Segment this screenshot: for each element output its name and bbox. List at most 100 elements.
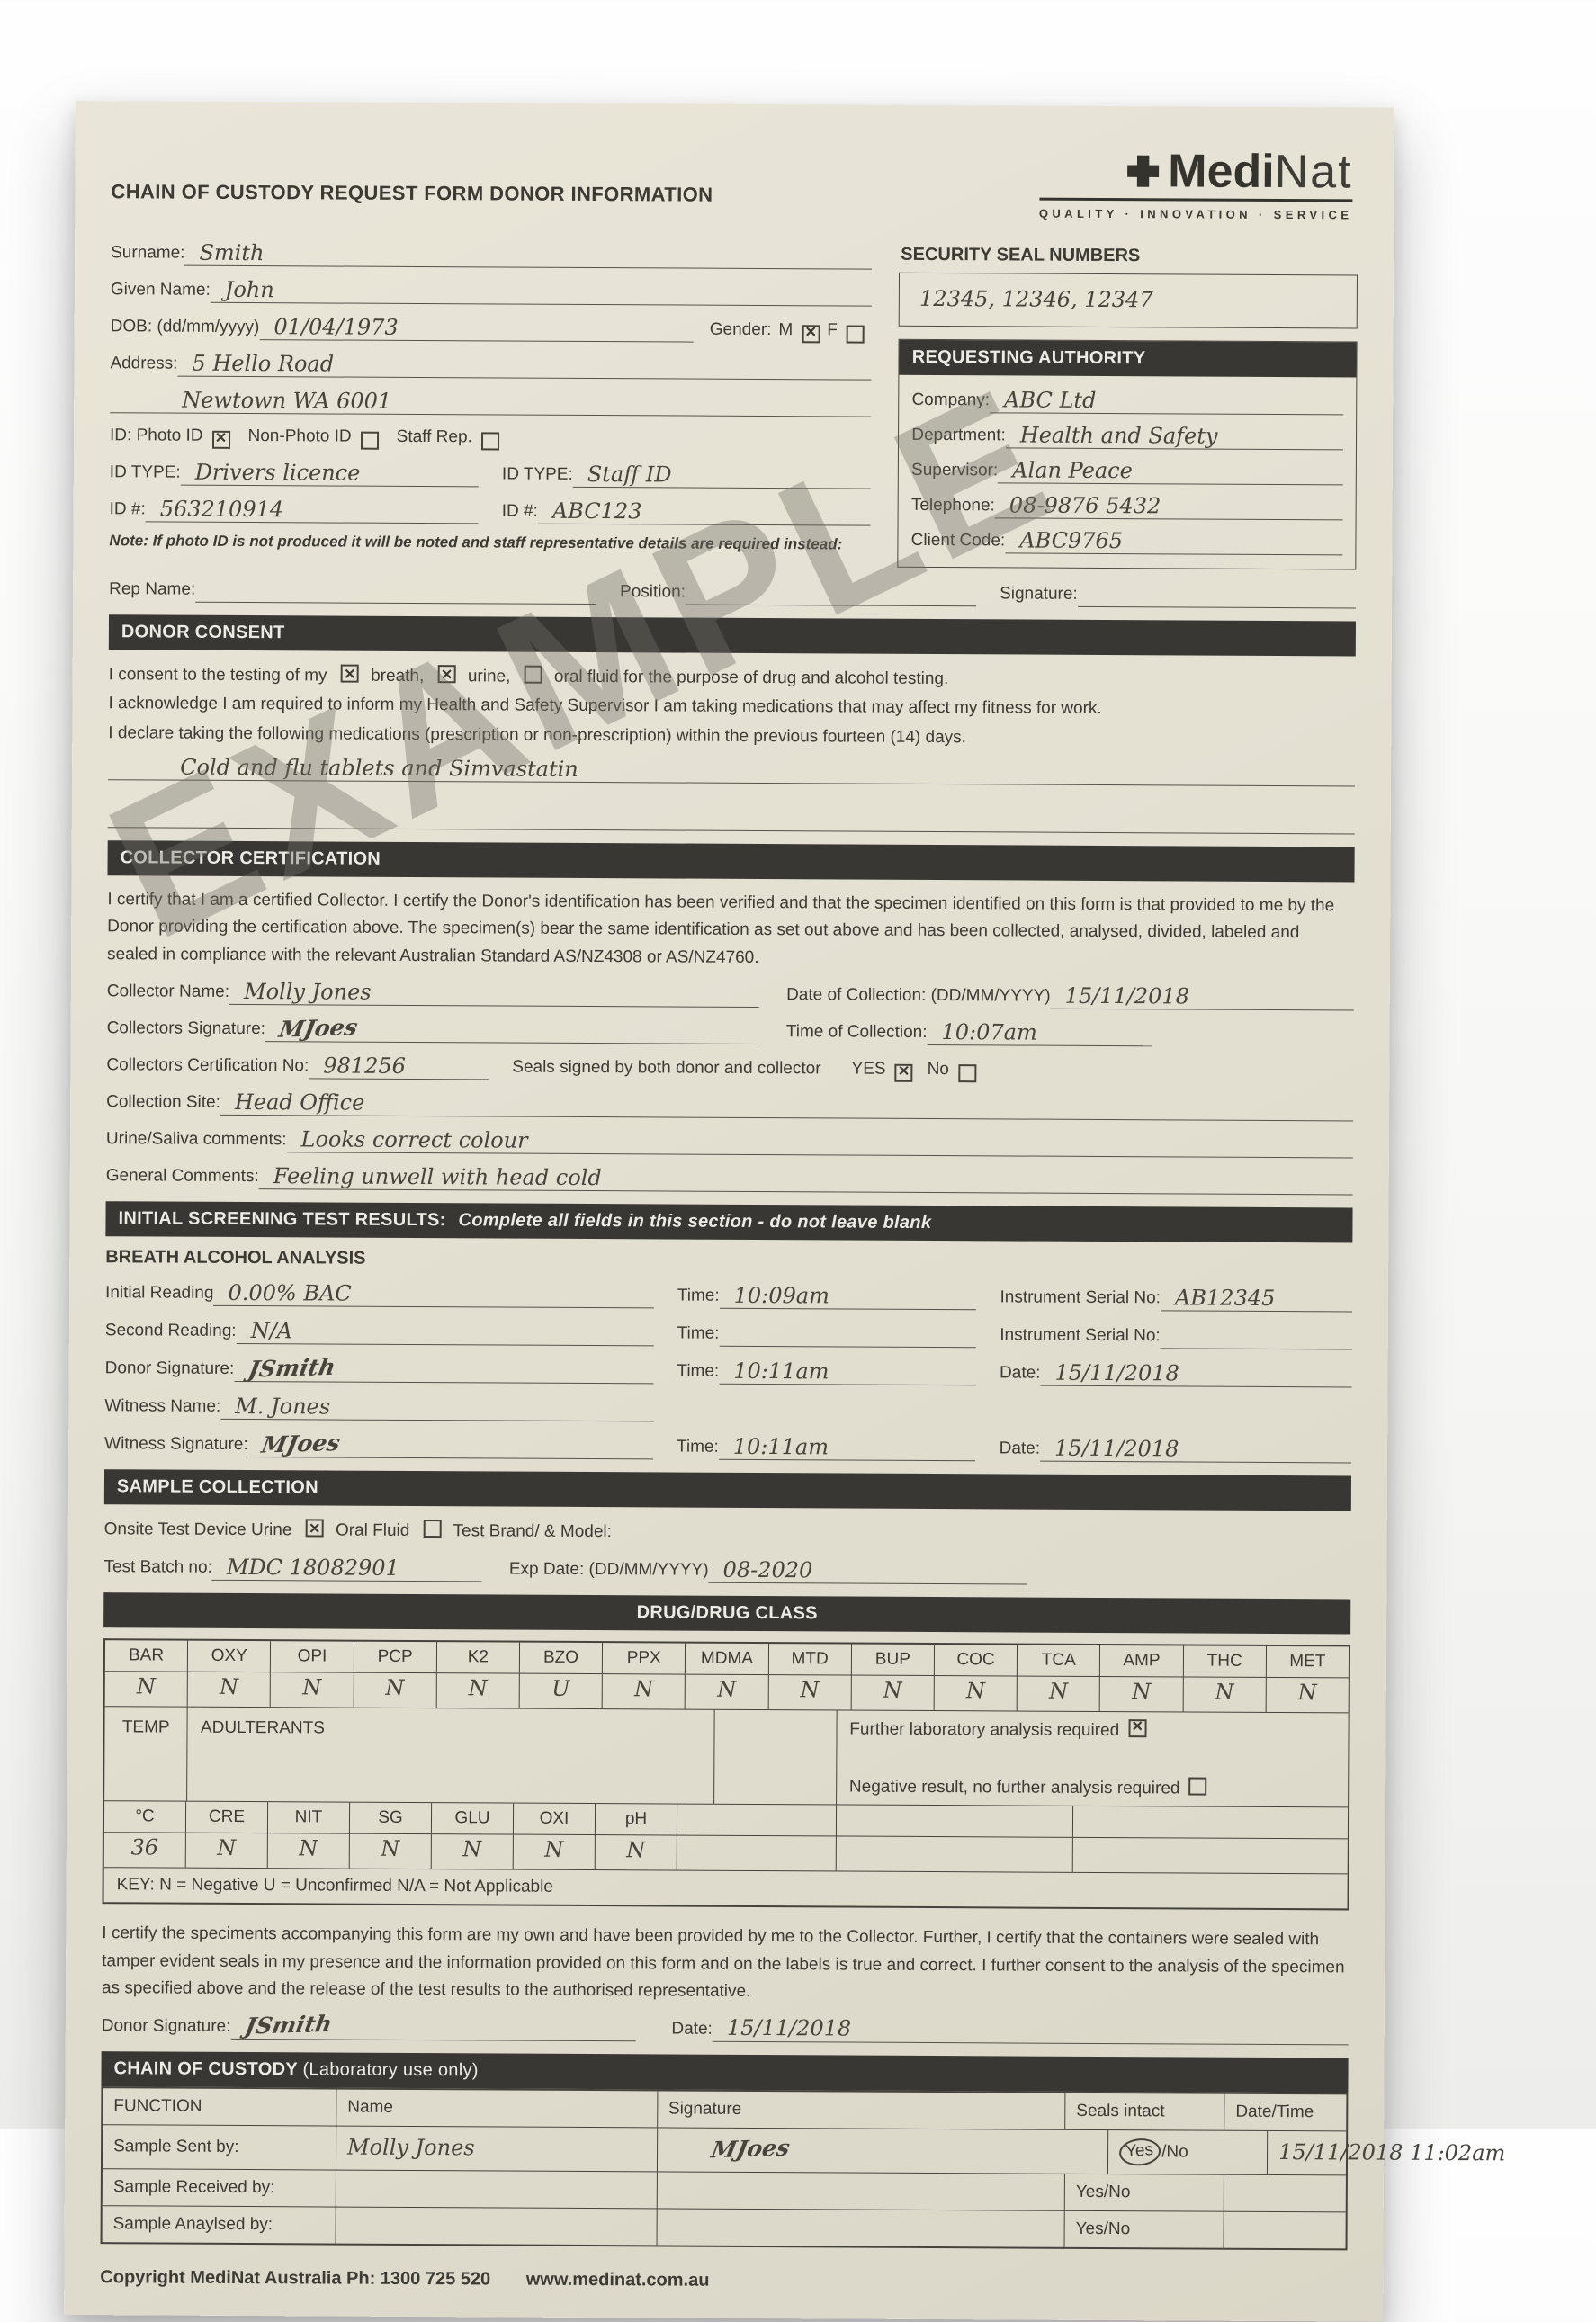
adulterant-result: 36 [103,1833,186,1869]
id-checkbox-row: ID: Photo ID Non-Photo ID Staff Rep. [110,426,871,452]
urine-saliva-value: Looks correct colour [300,1126,528,1153]
initial-reading-row: Initial Reading 0.00% BAC Time: 10:09am … [105,1278,1353,1313]
further-analysis-checkbox-checked-icon [1128,1719,1147,1738]
drug-column: MDMA [686,1643,769,1675]
gender-f-checkbox-icon [846,325,865,344]
drug-result-value: N [883,1678,902,1704]
donor-signature-label: Donor Signature: [104,1358,235,1379]
brand-medi: Medi [1168,145,1275,198]
brand-nat: Nat [1274,145,1353,199]
drug-result: N [271,1672,354,1708]
address-value-1: 5 Hello Road [192,350,335,377]
test-batch-label: Test Batch no: [103,1557,212,1578]
rep-row: Rep Name: Position: Signature: [109,578,1357,609]
collector-name-row: Collector Name: Molly Jones Date of Coll… [107,977,1354,1011]
blank-cell [1073,1838,1348,1874]
second-reading-field: Second Reading: N/A [105,1316,654,1347]
medical-cross-icon [1126,155,1159,187]
photo-id-label: ID: Photo ID [109,426,203,445]
witness-signature-line: MJoes [247,1430,654,1460]
drug-column: THC [1183,1645,1267,1678]
initial-screening-title: INITIAL SCREENING TEST RESULTS: [118,1208,446,1231]
seals-yes-circled: Yes [1117,2136,1162,2167]
test-batch-row: Test Batch no: MDC 18082901 Exp Date: (D… [103,1554,1350,1587]
donor-date-line: 15/11/2018 [1040,1358,1352,1388]
initial-serial-field: Instrument Serial No: AB12345 [976,1283,1353,1313]
id-type-label-1: ID TYPE: [109,462,181,482]
adulterant-result-value: N [299,1835,318,1861]
drug-results-row: N N N N N U N N N N N N N N N [104,1671,1349,1713]
sample-sent-signature-value: MJoes [708,2135,792,2164]
blank-cell [836,1836,1073,1873]
blank-cell [677,1804,838,1836]
id-number-row: ID #: 563210914 ID #: ABC123 [110,495,871,526]
drug-result: U [519,1673,604,1709]
gender-m-checkbox-checked-icon [802,325,820,344]
witness-signature-row: Witness Signature: MJoes Time: 10:11am D… [104,1430,1352,1464]
telephone-field: Telephone: 08-9876 5432 [911,491,1343,521]
form-content: CHAIN OF CUSTODY REQUEST FORM DONOR INFO… [64,101,1505,2321]
certify-signature-label: Donor Signature: [101,2015,231,2036]
security-seal-title: SECURITY SEAL NUMBERS [901,244,1141,266]
consent-line1-pre: I consent to the testing of my [108,665,327,686]
drug-result: N [934,1676,1018,1711]
collector-signature-field: Collectors Signature: MJoes [107,1014,759,1045]
second-reading-row: Second Reading: N/A Time: Instrument Ser… [105,1316,1352,1350]
drug-column: BAR [104,1640,189,1672]
witness-name-label: Witness Name: [104,1396,221,1416]
position-label: Position: [620,582,686,602]
adulterant-column: SG [349,1802,433,1834]
id-type-value-2: Staff ID [587,461,672,488]
witness-time-line: 10:11am [718,1432,976,1462]
drug-result: N [768,1675,852,1710]
consent-breath-label: breath, [371,666,425,686]
adulterant-result: N [513,1834,596,1870]
id-type-line-2: Staff ID [572,460,872,489]
drug-result: N [1266,1678,1348,1712]
adulterant-result: N [349,1833,432,1869]
witness-name-field: Witness Name: M. Jones [104,1392,654,1422]
drug-result-value: N [136,1673,156,1699]
adulterant-result-value: N [544,1837,564,1863]
adulterant-result-value: N [381,1836,400,1862]
rep-signature-field: Signature: [1000,582,1357,609]
chain-header-title: CHAIN OF CUSTODY [113,2058,303,2079]
temp-adulterants-row: TEMP ADULTERANTS Further laboratory anal… [104,1706,1349,1807]
chain-column-seals: Seals intact [1065,2093,1225,2130]
collection-site-line: Head Office [220,1088,1354,1122]
position-line [685,580,977,607]
seals-yes-checkbox-checked-icon [894,1063,913,1082]
department-value: Health and Safety [1019,422,1218,449]
donor-signature-value: JSmith [246,1353,337,1383]
drug-results-table: BAR OXY OPI PCP K2 BZO PPX MDMA MTD BUP … [102,1638,1351,1911]
supervisor-field: Supervisor: Alan Peace [911,456,1343,486]
rep-name-line [195,578,597,605]
exp-date-label: Exp Date: (DD/MM/YYYY) [508,1559,709,1581]
adulterant-result: N [267,1833,350,1869]
drug-result-value: N [800,1677,820,1703]
donor-date-value: 15/11/2018 [1054,1359,1179,1386]
initial-screening-header: INITIAL SCREENING TEST RESULTS: Complete… [105,1201,1353,1243]
drug-column: BZO [519,1642,604,1674]
sample-received-row: Sample Received by: Yes / No [102,2167,1346,2211]
drug-result: N [1183,1677,1267,1713]
sample-received-label: Sample Received by: [102,2168,336,2207]
donor-date-label: Date: [1000,1363,1041,1383]
urine-device-checkbox-checked-icon [305,1519,324,1538]
drug-column: COC [934,1645,1018,1676]
drug-result: N [851,1675,935,1711]
certify-signature-line: JSmith [230,2011,636,2041]
drug-columns-row: BAR OXY OPI PCP K2 BZO PPX MDMA MTD BUP … [104,1640,1349,1678]
surname-line: Smith [184,238,873,270]
donor-date-field: Date: 15/11/2018 [976,1358,1352,1388]
medications-field: Cold and flu tablets and Simvastatin [108,753,1356,787]
second-reading-line: N/A [236,1317,654,1347]
given-name-line: John [210,275,873,307]
witness-date-field: Date: 15/11/2018 [976,1434,1352,1464]
donor-consent-header: DONOR CONSENT [108,614,1356,657]
telephone-line: 08-9876 5432 [994,491,1343,521]
witness-time-value: 10:11am [732,1433,829,1460]
security-seal-numbers: 12345, 12346, 12347 [919,286,1153,313]
photo-id-checkbox-checked-icon [211,430,230,449]
form-page: EXAMPLE CHAIN OF CUSTODY REQUEST FORM DO… [64,101,1505,2322]
